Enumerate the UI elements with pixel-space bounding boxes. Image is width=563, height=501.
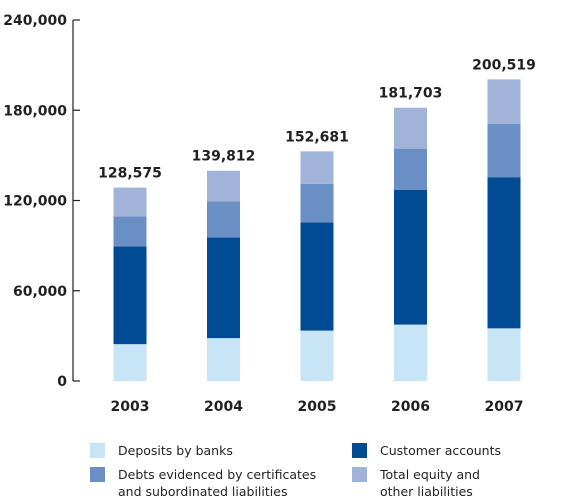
bar-segment-2003-s0 bbox=[113, 344, 147, 381]
bar-segment-2003-s1 bbox=[113, 246, 147, 345]
bar-segment-2004-s1 bbox=[207, 237, 240, 339]
total-label-2007: 200,519 bbox=[472, 57, 536, 73]
bar-segment-2007-s3 bbox=[487, 79, 521, 124]
x-category-label-2004: 2004 bbox=[204, 399, 243, 415]
total-label-2004: 139,812 bbox=[192, 149, 256, 165]
bar-segment-2007-s0 bbox=[487, 328, 521, 381]
bar-segment-2004-s2 bbox=[207, 201, 240, 238]
bar-segment-2006-s1 bbox=[394, 189, 427, 325]
bar-segment-2007-s2 bbox=[487, 123, 521, 178]
total-label-2005: 152,681 bbox=[285, 129, 349, 145]
x-category-label-2007: 2007 bbox=[485, 399, 524, 415]
bar-segment-2005-s2 bbox=[300, 183, 334, 223]
y-tick-label: 180,000 bbox=[3, 103, 67, 119]
bar-segment-2006-s3 bbox=[394, 107, 427, 149]
bar-segment-2005-s3 bbox=[300, 151, 334, 184]
bar-segment-2003-s3 bbox=[113, 187, 147, 217]
bar-segment-2004-s3 bbox=[207, 170, 240, 202]
bar-segment-2007-s1 bbox=[487, 177, 521, 329]
bars bbox=[113, 79, 521, 381]
bar-segment-2006-s2 bbox=[394, 148, 427, 190]
bar-segment-2004-s0 bbox=[207, 338, 240, 381]
bar-segment-2005-s0 bbox=[300, 330, 334, 381]
total-label-2003: 128,575 bbox=[98, 166, 162, 182]
y-tick-label: 0 bbox=[57, 374, 67, 390]
bar-segment-2005-s1 bbox=[300, 222, 334, 331]
x-category-label-2005: 2005 bbox=[298, 399, 337, 415]
x-category-label-2006: 2006 bbox=[391, 399, 430, 415]
labels: 128,575 2003 139,812 2004 152,681 2005 181,703… bbox=[98, 57, 536, 415]
bar-segment-2003-s2 bbox=[113, 216, 147, 247]
y-tick-label: 240,000 bbox=[3, 13, 67, 29]
x-category-label-2003: 2003 bbox=[111, 399, 150, 415]
y-tick-label: 120,000 bbox=[3, 194, 67, 210]
y-tick-label: 60,000 bbox=[13, 284, 67, 300]
bar-segment-2006-s0 bbox=[394, 324, 427, 381]
axes: 0 60,000 120,000 180,000 240,000 bbox=[3, 13, 80, 390]
total-label-2006: 181,703 bbox=[379, 86, 443, 102]
